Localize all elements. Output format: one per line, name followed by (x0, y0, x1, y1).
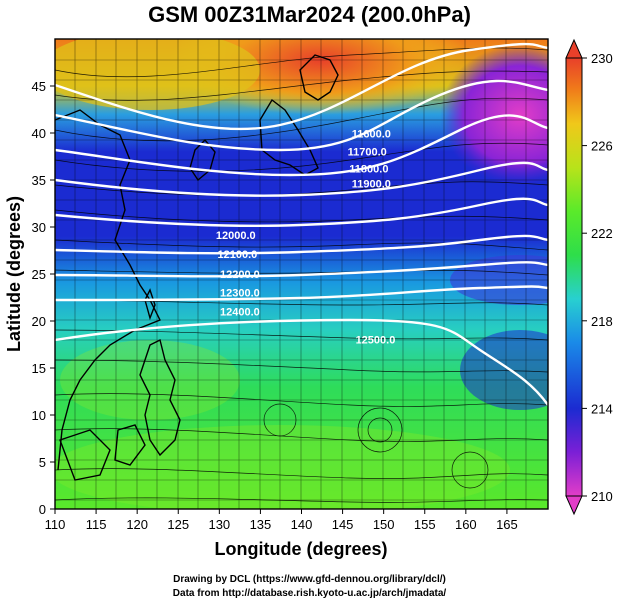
y-tick-label: 25 (32, 267, 46, 282)
temperature-field (55, 39, 548, 509)
colorbar-tick-label: 222 (591, 226, 613, 241)
x-tick-label: 140 (291, 517, 313, 532)
y-tick-label: 45 (32, 79, 46, 94)
y-axis-label: Latitude (degrees) (4, 196, 24, 352)
credit-line-data: Data from http://database.rish.kyoto-u.a… (172, 588, 447, 599)
map-title: GSM 00Z31Mar2024 (200.0hPa) (148, 2, 471, 27)
colorbar-tick-label: 210 (591, 489, 613, 504)
y-tick-label: 20 (32, 314, 46, 329)
x-tick-label: 150 (373, 517, 395, 532)
colorbar-tick-label: 214 (591, 401, 613, 416)
contour-labels: 11600.0 11700.0 11800.0 11900.0 12000.0 12100… (216, 129, 395, 347)
colorbar-bottom-arrow (565, 495, 583, 516)
x-tick-label: 145 (332, 517, 354, 532)
y-tick-label: 0 (39, 502, 46, 517)
x-tick-label: 115 (86, 517, 107, 532)
y-axis: 0 5 10 15 20 25 30 35 40 45 (32, 79, 55, 517)
y-tick-label: 30 (32, 220, 46, 235)
contour-label: 11900.0 (352, 179, 391, 191)
contour-label: 12100.0 (218, 249, 258, 261)
x-tick-label: 155 (414, 517, 436, 532)
x-tick-label: 110 (45, 517, 66, 532)
x-tick-label: 130 (208, 517, 230, 532)
x-tick-label: 135 (250, 517, 272, 532)
x-axis: 110 115 120 125 130 135 140 145 150 155 160 165 (45, 509, 518, 532)
colorbar-body (565, 57, 583, 497)
x-tick-label: 120 (126, 517, 148, 532)
colorbar-tick-label: 226 (591, 139, 613, 154)
colorbar-tick-label: 218 (591, 314, 613, 329)
y-tick-label: 10 (32, 408, 46, 423)
contour-label: 12300.0 (220, 288, 260, 300)
x-tick-label: 165 (496, 517, 518, 532)
contour-label: 12200.0 (220, 269, 260, 281)
colorbar-ticks: 210 214 218 222 226 230 (582, 51, 613, 504)
x-tick-label: 160 (455, 517, 477, 532)
contour-label: 11700.0 (348, 147, 387, 159)
colorbar: 210 214 218 222 226 230 (565, 38, 613, 516)
y-tick-label: 15 (32, 361, 46, 376)
contour-label: 12000.0 (216, 230, 256, 242)
credit-line-dcl: Drawing by DCL (https://www.gfd-dennou.o… (173, 574, 446, 585)
contour-label: 12500.0 (356, 335, 396, 347)
map-figure: 11600.0 11700.0 11800.0 11900.0 12000.0 12100… (4, 38, 613, 559)
x-tick-label: 125 (167, 517, 189, 532)
contour-label: 11800.0 (349, 163, 388, 175)
contour-lines (55, 42, 548, 406)
x-axis-label: Longitude (degrees) (214, 539, 387, 559)
y-tick-label: 5 (39, 455, 46, 470)
y-tick-label: 35 (32, 173, 46, 188)
colorbar-tick-label: 230 (591, 51, 613, 66)
contour-label: 12400.0 (220, 306, 260, 318)
colorbar-top-arrow (565, 38, 583, 59)
streamlines (55, 47, 548, 503)
y-tick-label: 40 (32, 126, 46, 141)
contour-label: 11600.0 (352, 129, 391, 141)
